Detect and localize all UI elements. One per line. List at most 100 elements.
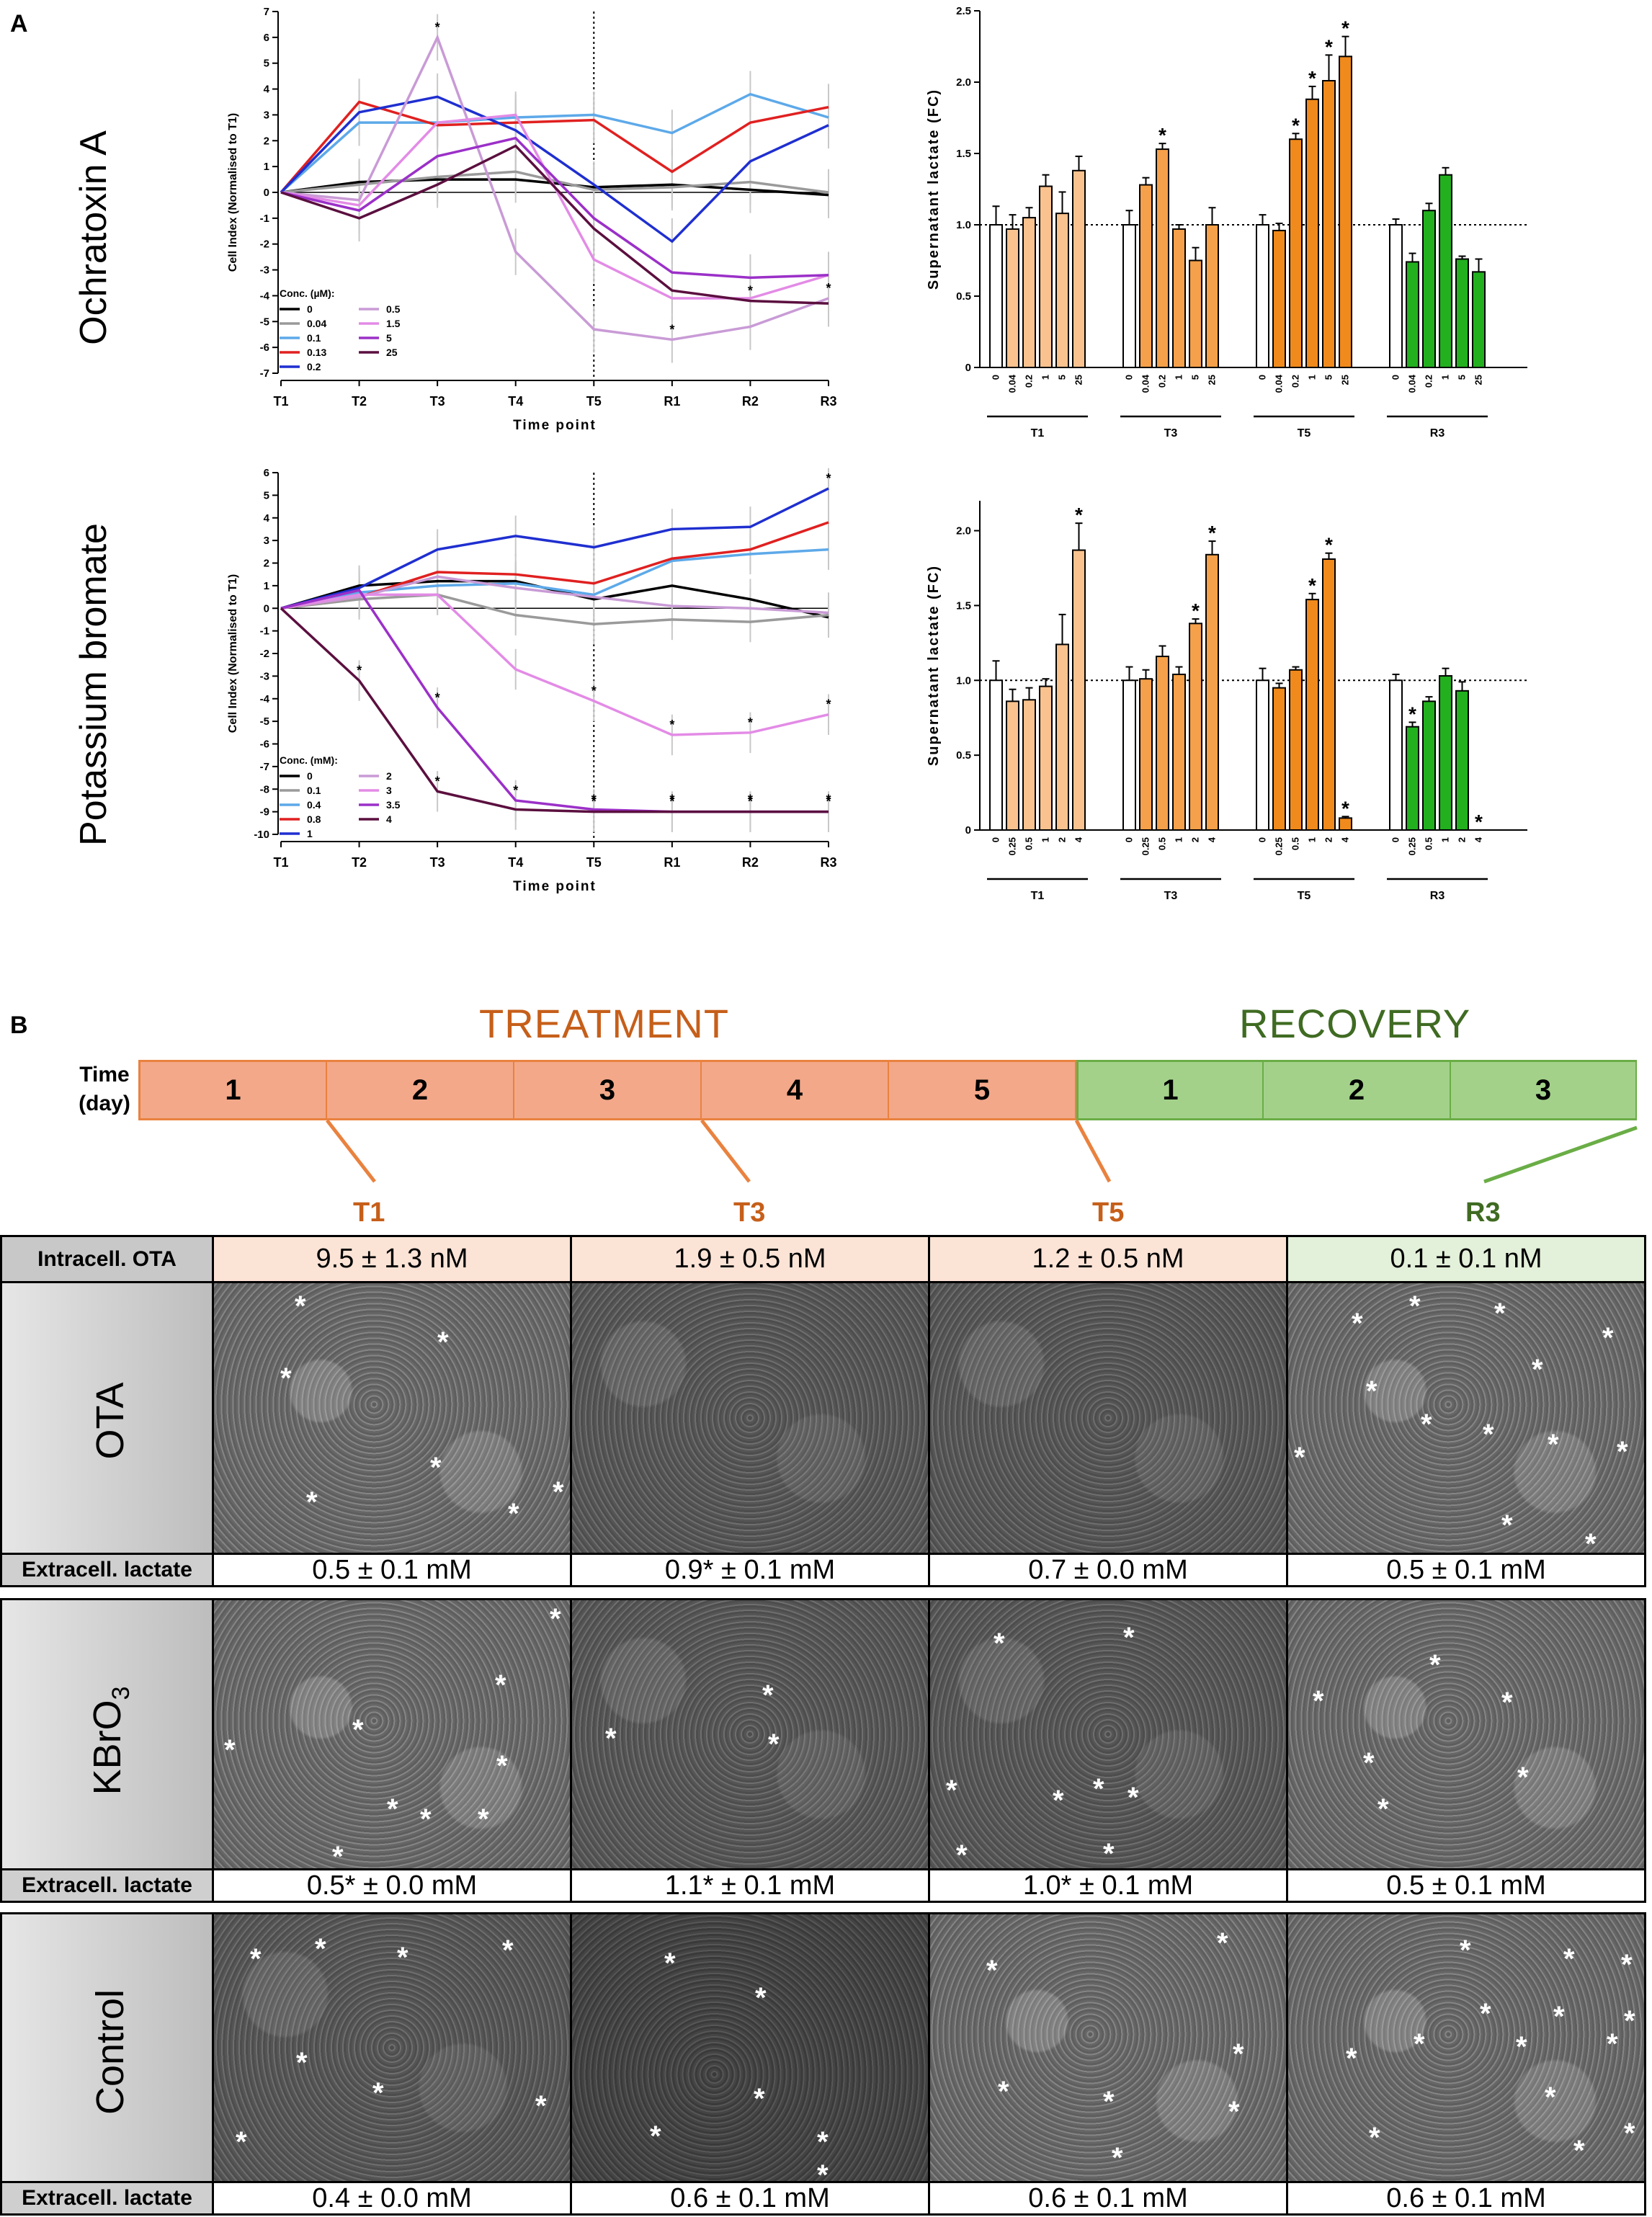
category-label: 0.5 [1157, 837, 1168, 850]
dome-marker: * [1621, 1949, 1633, 1981]
micrograph-control-t5: * * * * * * * [928, 1912, 1288, 2183]
x-tick-label: R1 [664, 855, 680, 870]
intracell-ota-t5: 1.2 ± 0.5 nM [928, 1235, 1288, 1283]
series-line-0 [280, 178, 829, 197]
category-label: 1 [1307, 837, 1318, 842]
group-label: T1 [1031, 427, 1045, 440]
category-label: 5 [1190, 375, 1201, 380]
y-axis-label: Supernatant lactate (FC) [926, 89, 942, 290]
legend-label: 2 [386, 770, 392, 782]
x-tick-label: T1 [273, 394, 288, 409]
y-tick-label: 4 [264, 84, 270, 96]
lactate-label-ota: Extracell. lactate [0, 1553, 214, 1587]
micrograph-kbro3-t5: * * * * * * * * [928, 1598, 1288, 1870]
y-tick-label: 5 [264, 489, 269, 501]
dome-marker: * [1553, 2001, 1565, 2033]
significance-star: * [748, 715, 753, 730]
y-tick-label: 4 [264, 512, 270, 525]
dome-marker: * [535, 2090, 547, 2122]
category-label: 0.25 [1007, 837, 1018, 855]
significance-star: * [1325, 35, 1333, 58]
significance-star: * [1341, 797, 1349, 819]
panel-label-b: B [10, 1012, 28, 1039]
y-tick-label: -10 [254, 829, 269, 841]
x-tick-label: R2 [742, 394, 759, 409]
y-tick-label: 1 [264, 580, 269, 592]
category-label: 0.2 [1157, 375, 1168, 388]
day-box-treatment-4: 4 [702, 1060, 889, 1120]
micrograph-kbro3-r3: * * * * * * [1286, 1598, 1646, 1870]
significance-star: * [1341, 17, 1349, 40]
y-tick-label: 0 [264, 602, 269, 615]
significance-star: * [748, 795, 753, 809]
y-axis-label: Cell Index (Normalised to T1) [227, 574, 239, 733]
dome-marker: * [1352, 1308, 1363, 1339]
day-box-recovery-2: 2 [1264, 1060, 1451, 1120]
dome-marker: * [1480, 1998, 1491, 2030]
y-tick-label: -3 [260, 264, 269, 277]
dome-marker: * [496, 1750, 508, 1782]
timepoint-label-t3: T3 [733, 1197, 766, 1228]
category-label: 2 [1190, 837, 1201, 842]
legend-label: 1.5 [386, 318, 401, 329]
legend-label: 25 [386, 347, 398, 358]
y-tick-label: 2.5 [956, 5, 971, 17]
legend-title: Conc. (µM): [280, 287, 335, 299]
category-label: 0.2 [1290, 375, 1301, 388]
dome-marker: * [605, 1723, 617, 1754]
category-label: 0.25 [1407, 837, 1418, 855]
dome-marker: * [1516, 2031, 1527, 2063]
dome-marker: * [1501, 1687, 1513, 1718]
dome-marker: * [430, 1452, 442, 1484]
y-tick-label: -6 [260, 739, 269, 751]
category-label: 2 [1057, 837, 1068, 842]
dome-marker: * [478, 1803, 489, 1835]
group-label: R3 [1430, 427, 1445, 440]
y-axis-label: Supernatant lactate (FC) [926, 565, 942, 766]
dome-marker: * [1421, 1409, 1432, 1440]
dome-marker: * [1228, 2096, 1240, 2128]
dome-marker: * [664, 1948, 676, 1979]
category-label: 0.2 [1024, 375, 1035, 388]
category-label: 4 [1473, 837, 1484, 842]
lactate-ota-t3: 0.9* ± 0.1 mM [570, 1553, 930, 1587]
dome-marker: * [1429, 1649, 1441, 1681]
legend-title: Conc. (mM): [280, 754, 338, 766]
series-line-5 [280, 136, 829, 280]
significance-star: * [826, 795, 831, 809]
day-box-recovery-3: 3 [1451, 1060, 1637, 1120]
significance-star: * [669, 795, 674, 809]
dome-marker: * [1294, 1442, 1305, 1473]
x-tick-label: T4 [508, 855, 523, 870]
dome-marker: * [998, 2076, 1009, 2107]
dome-marker: * [762, 1680, 774, 1711]
x-axis-label: Time point [513, 418, 597, 433]
series-line-3 [280, 593, 829, 736]
dome-marker: * [397, 1942, 408, 1973]
lactate-kbro3-t3: 1.1* ± 0.1 mM [570, 1868, 930, 1903]
category-label: 4 [1207, 837, 1218, 842]
category-label: 0.5 [1424, 837, 1434, 850]
category-label: 25 [1340, 375, 1351, 385]
connector-t1 [326, 1119, 376, 1183]
legend-label: 0.1 [307, 785, 321, 796]
x-tick-label: T3 [430, 394, 445, 409]
significance-star: * [1408, 702, 1416, 725]
category-label: 1 [1040, 837, 1051, 842]
y-tick-label: 1 [264, 161, 269, 173]
y-tick-label: 1.5 [956, 148, 971, 160]
significance-star: * [357, 664, 362, 678]
intracell-ota-label: Intracell. OTA [0, 1235, 214, 1283]
y-tick-label: 2.0 [956, 76, 971, 89]
dome-marker: * [1548, 1429, 1559, 1460]
legend-label: 3.5 [386, 799, 401, 811]
legend-label: 0.04 [307, 318, 326, 329]
dome-marker: * [768, 1728, 780, 1760]
y-tick-label: 6 [264, 467, 269, 479]
day-box-treatment-5: 5 [889, 1060, 1076, 1120]
panel-label-a: A [10, 10, 28, 37]
category-label: 0 [1257, 375, 1268, 380]
category-label: 1 [1440, 375, 1451, 380]
y-axis-label: Cell Index (Normalised to T1) [227, 113, 239, 272]
y-tick-label: 0 [965, 824, 971, 837]
